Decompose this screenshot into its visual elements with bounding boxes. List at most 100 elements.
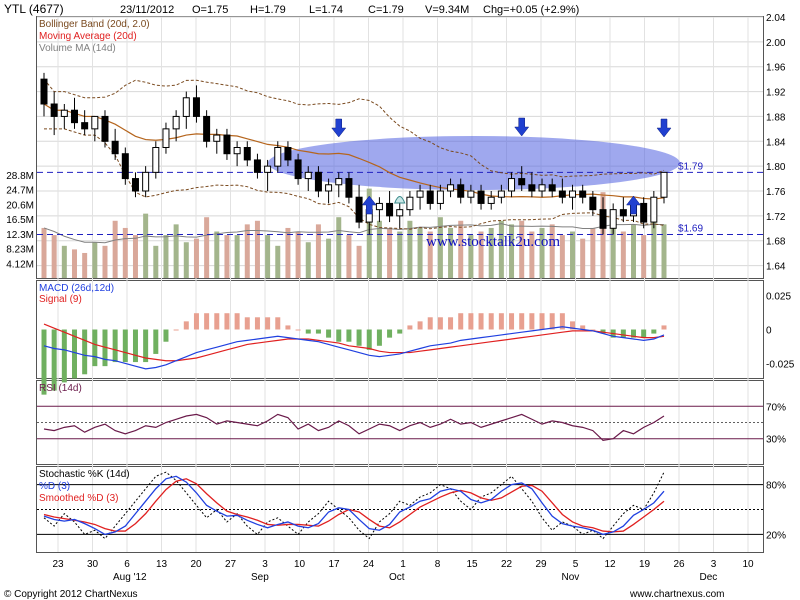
candle-body [508, 178, 516, 192]
volume-bar [244, 224, 250, 278]
macd-histogram-bar [265, 317, 271, 330]
candle-body [253, 159, 261, 173]
volume-bar [122, 227, 128, 278]
close-label: C=1.79 [368, 4, 404, 16]
up-arrow-sep [361, 195, 377, 215]
price-tick-label: 1.88 [766, 112, 786, 123]
stochastic-panel [37, 471, 763, 540]
macd-histogram-bar [620, 329, 626, 338]
brand-link[interactable]: www.chartnexus.com [629, 589, 724, 600]
macd-histogram-bar [417, 321, 423, 330]
candle-body [538, 184, 546, 192]
stoch-panel-frame [36, 466, 764, 553]
macd-histogram-bar [559, 313, 565, 330]
volume-bar [132, 235, 138, 278]
x-tick-label: 20 [190, 559, 202, 570]
macd-histogram-bar [580, 325, 586, 330]
rsi-line [43, 413, 665, 441]
macd-legend: MACD (26d,12d) Signal (9) [39, 283, 114, 305]
volume-bar [519, 220, 525, 278]
legend-stoch-d: %D (3) [39, 481, 70, 492]
candle-body [640, 202, 648, 223]
candle-body [50, 103, 58, 117]
legend-signal: Signal (9) [39, 294, 82, 305]
volume-bar [346, 235, 352, 278]
x-tick-label: 15 [466, 559, 478, 570]
macd-histogram-bar [234, 313, 240, 330]
macd-histogram-bar [326, 329, 332, 338]
x-tick-label: 10 [742, 559, 754, 570]
candle-body [426, 190, 434, 204]
candle-body [60, 109, 68, 117]
macd-histogram-bar [407, 325, 413, 330]
macd-histogram-bar [651, 329, 657, 334]
macd-histogram-bar [163, 329, 169, 342]
volume-bar [427, 231, 433, 278]
macd-histogram-bar [122, 329, 128, 363]
legend-volume-ma: Volume MA (14d) [39, 43, 116, 54]
candle-body [518, 178, 526, 186]
candle-body [243, 147, 251, 161]
macd-histogram-bar [346, 329, 352, 342]
volume-bar [224, 235, 230, 278]
stoch-d-line [43, 475, 665, 536]
macd-histogram-bar [397, 329, 403, 334]
macd-histogram-bar [82, 329, 88, 375]
volume-bar [641, 235, 647, 278]
x-tick-label: 10 [294, 559, 306, 570]
macd-histogram-bar [305, 329, 311, 334]
candle-body [152, 147, 160, 173]
volume-bar [437, 217, 443, 278]
low-label: L=1.74 [309, 4, 343, 16]
volume-tick-label: 24.7M [6, 186, 34, 197]
volume-bar [407, 220, 413, 278]
candle-body [477, 190, 485, 204]
rsi-panel [37, 405, 763, 441]
candle-body [203, 115, 211, 142]
macd-histogram-bar [112, 329, 118, 363]
x-tick-label: 24 [363, 559, 375, 570]
x-tick-label: 5 [573, 559, 579, 570]
change-label: Chg=+0.05 (+2.9%) [483, 4, 579, 16]
volume-bar [315, 224, 321, 278]
high-label: H=1.79 [250, 4, 286, 16]
price-tick-label: 2.00 [766, 38, 786, 49]
candle-body [325, 184, 333, 192]
rsi-tick-label: 30% [766, 435, 786, 446]
volume-bar [509, 224, 515, 278]
macd-histogram-bar [41, 329, 47, 395]
candle-body [375, 202, 383, 211]
macd-histogram-bar [204, 313, 210, 330]
copyright-text: © Copyright 2012 ChartNexus [4, 589, 138, 600]
macd-histogram-bar [244, 317, 250, 330]
volume-bar [651, 210, 657, 278]
volume-bar [529, 231, 535, 278]
axis-labels: 2.04 2.00 1.96 1.92 1.88 1.84 1.80 1.76 1.72 1.68… [6, 13, 795, 583]
x-tick-label: 1 [400, 559, 406, 570]
legend-stoch-k: Stochastic %K (14d) [39, 469, 130, 480]
candle-body [304, 171, 312, 180]
candle-body [457, 184, 465, 198]
date-label: 23/11/2012 [120, 4, 174, 16]
month-label: Sep [251, 572, 269, 583]
candle-body [121, 153, 129, 180]
level-label: $1.79 [678, 161, 703, 172]
x-tick-label: 29 [535, 559, 547, 570]
volume-bar [458, 220, 464, 278]
volume-bar [468, 235, 474, 278]
volume-bar [326, 238, 332, 278]
candle-body [213, 134, 221, 142]
volume-bar [173, 224, 179, 278]
x-tick-label: 30 [87, 559, 99, 570]
candle-body [650, 196, 658, 223]
volume-bar [295, 231, 301, 278]
candle-body [111, 140, 119, 155]
candle-body [386, 202, 394, 217]
x-tick-label: 26 [673, 559, 685, 570]
volume-bar [92, 242, 98, 278]
macd-histogram-bar [285, 325, 291, 330]
price-candles [40, 72, 668, 235]
x-tick-label: 22 [501, 559, 513, 570]
macd-histogram-bar [488, 313, 494, 330]
price-legend: Bollinger Band (20d, 2.0) Moving Average… [39, 19, 150, 54]
